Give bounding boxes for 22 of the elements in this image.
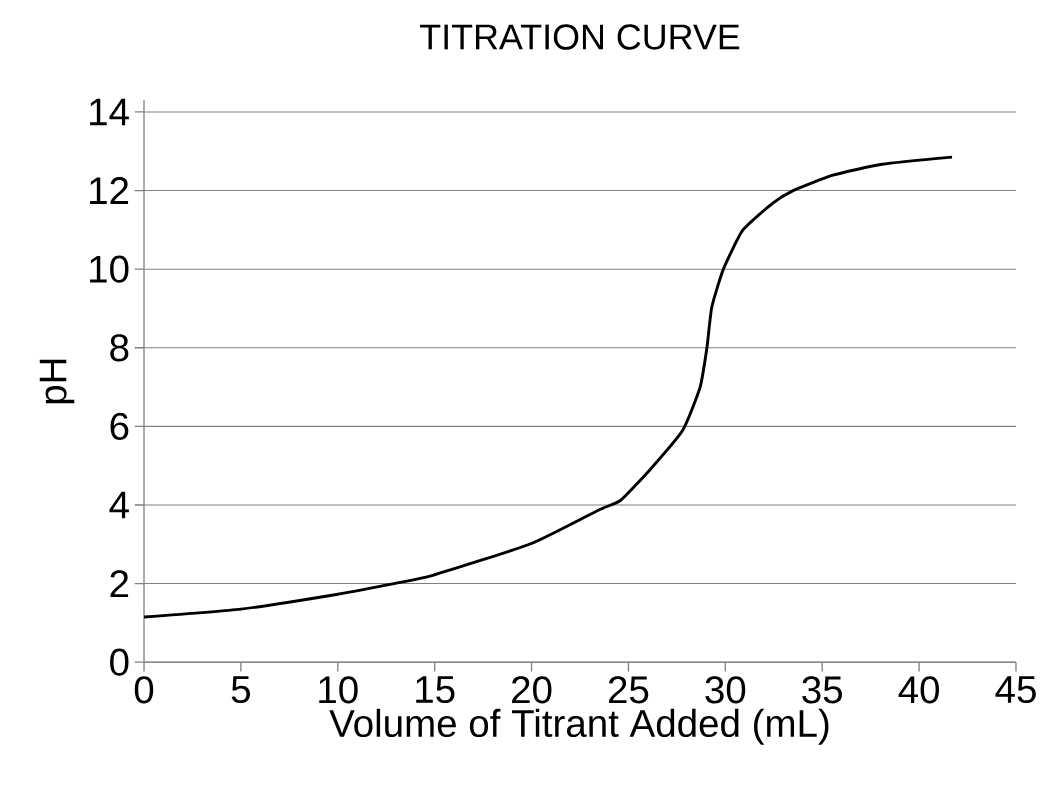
x-axis-title: Volume of Titrant Added (mL) <box>329 708 829 745</box>
x-tick-label: 15 <box>416 676 455 703</box>
x-tick-label: 25 <box>608 676 649 704</box>
y-tick-label: 0 <box>110 648 129 676</box>
y-tick-label: 2 <box>110 570 129 597</box>
y-tick-label: 4 <box>109 491 129 519</box>
x-tick-label: 10 <box>319 676 358 704</box>
x-tick-label: 30 <box>705 676 746 704</box>
y-tick-label: 10 <box>90 255 129 283</box>
x-tick-label: 40 <box>898 676 940 704</box>
y-tick-label: 6 <box>110 412 129 440</box>
y-tick-label: 12 <box>90 177 129 204</box>
y-tick-label: 8 <box>110 334 129 362</box>
chart-title: TITRATION CURVE <box>420 24 740 50</box>
x-tick-label: 5 <box>231 676 250 703</box>
line-series <box>142 155 954 619</box>
x-tick-label: 0 <box>134 676 154 704</box>
y-tick-label: 14 <box>90 98 129 126</box>
x-tick-label: 35 <box>802 676 843 704</box>
x-tick-label: 45 <box>995 676 1036 703</box>
y-axis-title: pH <box>39 359 75 404</box>
x-tick-label: 20 <box>512 676 552 704</box>
